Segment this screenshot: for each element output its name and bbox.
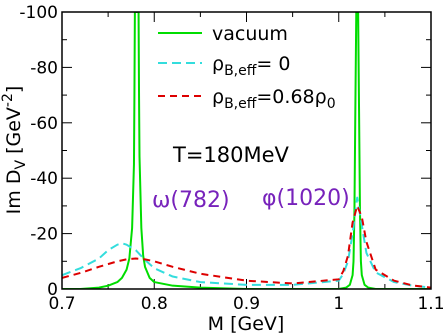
plot-frame — [61, 11, 432, 290]
y-tick-label: -80 — [30, 58, 58, 78]
legend: vacuum ρB,eff= 0 ρB,eff=0.68ρ0 — [158, 23, 336, 112]
annotation-temperature: T=180MeV — [172, 143, 290, 167]
legend-label-vacuum: vacuum — [212, 23, 288, 45]
x-tick-label: 0.9 — [233, 294, 260, 314]
annotation-phi: φ(1020) — [262, 186, 350, 211]
series-line-rho-zero — [62, 196, 431, 289]
legend-label-rho-zero: ρB,eff= 0 — [212, 53, 290, 79]
x-axis-title: M [GeV] — [208, 313, 285, 335]
y-tick-label: 0 — [47, 280, 58, 300]
y-axis-title: Im DV [GeV-2] — [0, 86, 29, 215]
x-tick-label: 0.8 — [141, 294, 168, 314]
legend-item-rho-068: ρB,eff=0.68ρ0 — [158, 86, 336, 112]
series-layer — [62, 12, 431, 289]
y-tick-label: -100 — [19, 3, 58, 23]
annotation-omega: ω(782) — [152, 188, 230, 213]
y-tick-label: -40 — [30, 169, 58, 189]
x-tick-label: 1.1 — [417, 294, 444, 314]
series-line-vacuum — [62, 12, 431, 289]
series-line-rho-068 — [62, 204, 431, 289]
y-tick-label: -60 — [30, 114, 58, 134]
tick-labels: 0.7 0.8 0.9 1 1.1 0 -20 -40 -60 -80 -100 — [19, 3, 444, 314]
y-tick-label: -20 — [30, 225, 58, 245]
legend-item-rho-zero: ρB,eff= 0 — [158, 53, 290, 79]
legend-label-rho-068: ρB,eff=0.68ρ0 — [212, 86, 336, 112]
x-tick-label: 0.7 — [48, 294, 75, 314]
legend-item-vacuum: vacuum — [158, 23, 288, 45]
x-tick-label: 1 — [333, 294, 344, 314]
